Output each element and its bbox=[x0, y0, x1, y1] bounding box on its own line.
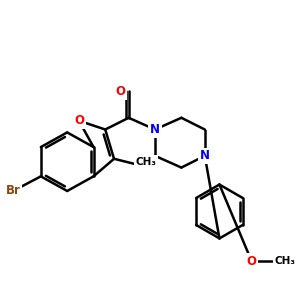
Text: O: O bbox=[247, 255, 256, 268]
Text: N: N bbox=[150, 123, 160, 136]
Text: Br: Br bbox=[6, 184, 20, 197]
Text: CH₃: CH₃ bbox=[136, 157, 157, 167]
Text: O: O bbox=[74, 114, 84, 127]
Text: CH₃: CH₃ bbox=[275, 256, 296, 266]
Text: N: N bbox=[200, 149, 210, 162]
Text: O: O bbox=[115, 85, 125, 98]
